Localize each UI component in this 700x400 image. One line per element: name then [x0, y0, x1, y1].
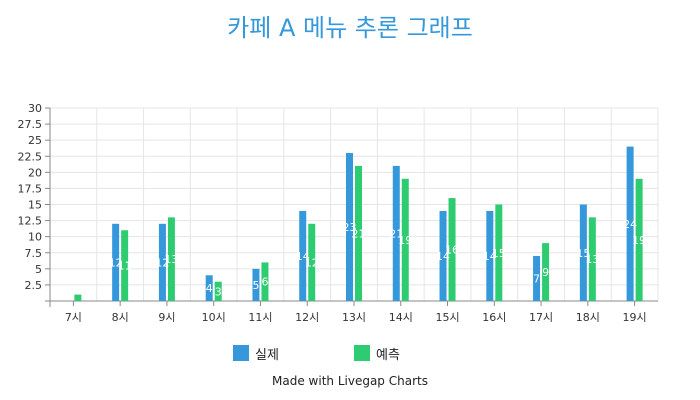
y-tick-label: 15: [28, 199, 42, 212]
y-tick-label: 30: [28, 102, 42, 115]
x-tick-label: 19시: [623, 311, 647, 324]
y-tick-label: 10: [28, 231, 42, 244]
bar-value-label: 13: [585, 253, 599, 266]
bar-value-label: 15: [492, 247, 506, 260]
bar-value-label: 19: [632, 234, 646, 247]
bar-predicted: [121, 230, 129, 301]
y-tick-label: 22.5: [18, 150, 43, 163]
bar-actual: [626, 146, 634, 301]
x-tick-label: 11시: [248, 311, 272, 324]
x-tick-label: 7시: [65, 311, 82, 324]
x-tick-label: 18시: [576, 311, 600, 324]
bar-value-label: 21: [352, 227, 366, 240]
bar-value-label: 14: [296, 250, 310, 263]
bar-value-label: 21: [389, 227, 403, 240]
bar-value-label: 14: [436, 250, 450, 263]
bar-actual: [158, 223, 166, 301]
credit-text: Made with Livegap Charts: [272, 374, 428, 388]
x-tick-label: 10시: [202, 311, 226, 324]
x-tick-label: 13시: [342, 311, 366, 324]
y-tick-label: 7.5: [25, 247, 43, 260]
y-tick-label: 20: [28, 166, 42, 179]
bar-actual: [112, 223, 120, 301]
bar-actual: [299, 210, 307, 301]
bar-value-label: 12: [109, 256, 123, 269]
bar-value-label: 11: [118, 260, 132, 273]
x-tick-label: 16시: [482, 311, 506, 324]
bar-value-label: 13: [164, 253, 178, 266]
bar-value-label: 5: [252, 279, 259, 292]
legend-swatch: [354, 345, 370, 361]
legend: 실제 예측: [233, 345, 400, 363]
bar-predicted: [448, 198, 456, 301]
bar-actual: [346, 153, 353, 301]
bar-predicted: [542, 243, 550, 301]
bar-value-label: 19: [398, 234, 412, 247]
bar-value-label: 4: [206, 282, 213, 295]
y-tick-label: 25: [28, 134, 42, 147]
axes-layer: 30 27.5 25 22.5 20 17.5 15 12.5 10 7.5 5 2.5 7시 8시 9시 1…: [18, 102, 658, 324]
bar-predicted: [308, 223, 316, 301]
bar-predicted: [401, 178, 409, 301]
x-tick-label: 15시: [435, 311, 459, 324]
bar-value-label: 9: [542, 266, 549, 279]
chart-title: 카페 A 메뉴 추론 그래프: [227, 14, 473, 42]
bar-actual: [533, 255, 541, 301]
bar-predicted: [261, 262, 269, 301]
bar-predicted: [167, 217, 175, 301]
x-tick-label: 14시: [389, 311, 413, 324]
legend-label: 예측: [376, 348, 400, 363]
bar-predicted: [588, 217, 596, 301]
bars-layer: [74, 146, 643, 301]
bar-actual: [205, 275, 213, 301]
bar-value-label: 15: [576, 247, 590, 260]
bar-value-label: 6: [261, 276, 268, 289]
bar-value-label: 14: [483, 250, 497, 263]
y-tick-label: 5: [35, 263, 42, 276]
bar-value-label: 3: [215, 286, 222, 299]
bar-predicted: [214, 281, 222, 301]
y-tick-label: 12.5: [18, 215, 43, 228]
y-tick-label: 2.5: [25, 279, 43, 292]
bar-predicted: [355, 165, 362, 301]
bar-value-label: 24: [623, 218, 637, 231]
grid-layer: [49, 107, 659, 301]
bar-actual: [439, 210, 447, 301]
x-tick-label: 12시: [295, 311, 319, 324]
bar-actual: [579, 204, 587, 301]
bar-actual: [252, 268, 260, 301]
bar-predicted: [635, 178, 643, 301]
bar-value-label: 16: [445, 244, 459, 257]
y-tick-label: 17.5: [18, 182, 43, 195]
bar-actual: [392, 165, 400, 301]
legend-label: 실제: [255, 348, 279, 363]
bar-predicted: [495, 204, 503, 301]
x-tick-label: 17시: [529, 311, 553, 324]
bar-value-label: 12: [305, 256, 319, 269]
bar-value-label: 7: [533, 272, 540, 285]
legend-swatch: [233, 345, 249, 361]
bar-actual: [486, 210, 494, 301]
x-tick-label: 9시: [158, 311, 175, 324]
bar-value-label: 12: [155, 256, 169, 269]
bar-value-label: 23: [343, 221, 357, 234]
y-tick-label: 27.5: [18, 118, 43, 131]
bar-predicted: [74, 294, 82, 301]
x-tick-label: 8시: [112, 311, 129, 324]
